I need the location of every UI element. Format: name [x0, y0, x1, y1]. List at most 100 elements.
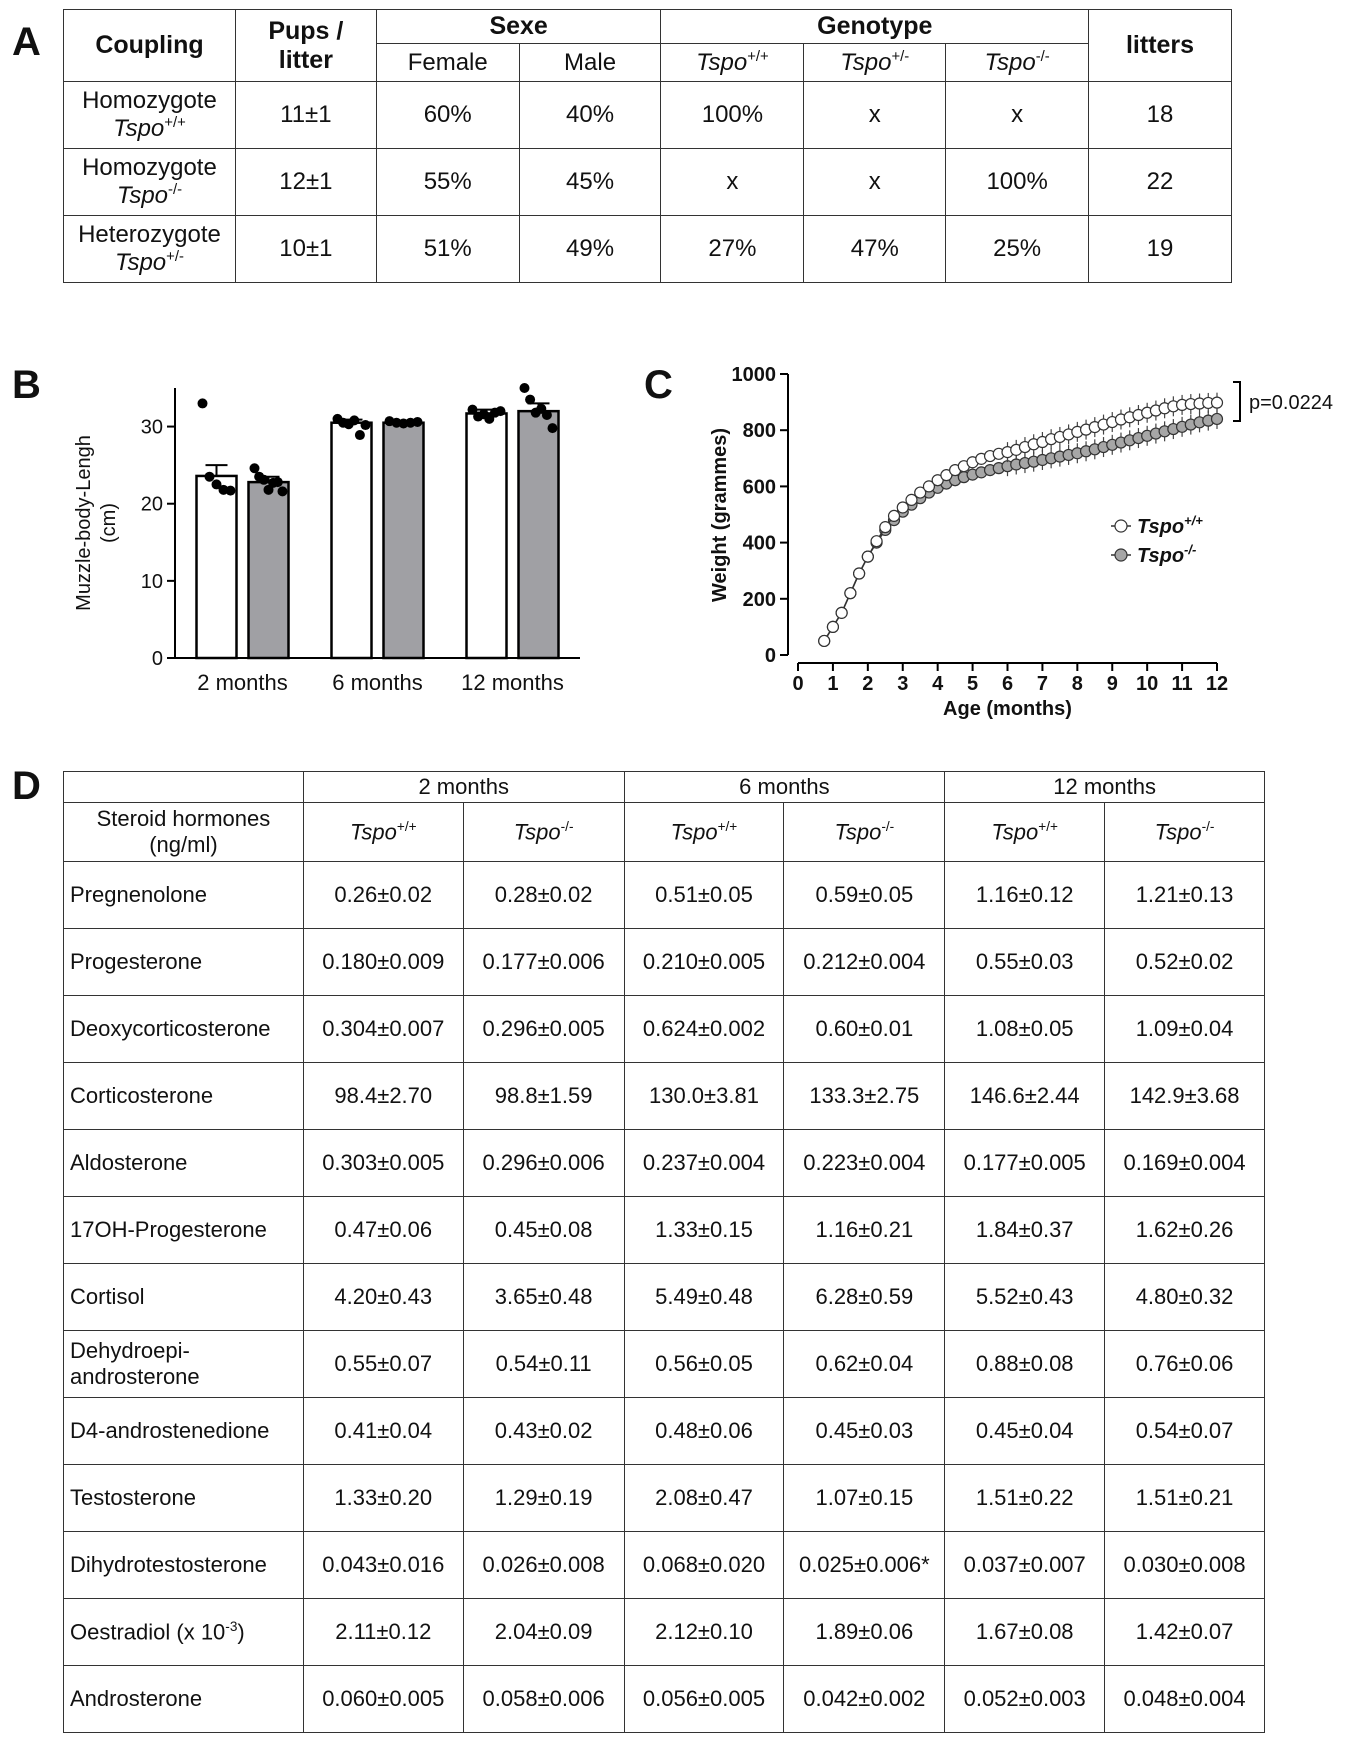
genotype-ko-header: Tspo-/-: [945, 43, 1090, 82]
hormone-name: Progesterone: [63, 928, 304, 996]
data-point: [225, 485, 236, 496]
value-cell: 0.48±0.06: [623, 1397, 785, 1465]
table-row: Dihydrotestosterone 0.043±0.016 0.026±0.00…: [63, 1531, 1265, 1599]
legend-label: Tspo+/+: [1137, 513, 1203, 538]
value-cell: 0.624±0.002: [623, 995, 785, 1063]
table-row: Pregnenolone 0.26±0.02 0.28±0.02 0.51±0.05 0…: [63, 861, 1265, 929]
value-cell: 1.67±0.08: [944, 1598, 1106, 1666]
value-cell: 0.43±0.02: [462, 1397, 625, 1465]
x-tick-label: 9: [1107, 673, 1118, 695]
table-row: Dehydroepi-androsterone 0.55±0.07 0.54±0.1…: [63, 1330, 1265, 1398]
data-point: [1210, 396, 1224, 409]
genotype-wt-header: Tspo+/+: [660, 43, 805, 82]
value-cell: 0.058±0.006: [462, 1665, 625, 1733]
table-row: D4-androstenedione 0.41±0.04 0.43±0.02 0.48…: [63, 1397, 1265, 1465]
table-row: Androsterone 0.060±0.005 0.058±0.006 0.056±…: [63, 1665, 1265, 1733]
value-cell: 4.80±0.32: [1104, 1263, 1265, 1331]
value-cell: 98.8±1.59: [462, 1062, 625, 1130]
value-cell: 0.212±0.004: [783, 928, 946, 996]
hormone-name: Testosterone: [63, 1464, 304, 1532]
y-tick-label: 30: [141, 417, 163, 439]
value-cell: 0.45±0.03: [783, 1397, 946, 1465]
table-row: Deoxycorticosterone 0.304±0.007 0.296±0.00…: [63, 995, 1265, 1063]
value-cell: 2.11±0.12: [302, 1598, 464, 1666]
value-cell: 2.12±0.10: [623, 1598, 785, 1666]
x-tick-label: 4: [932, 673, 944, 695]
value-cell: 1.51±0.22: [944, 1464, 1106, 1532]
data-point: [844, 587, 857, 600]
y-tick-label: 0: [765, 645, 776, 667]
male-cell: 40%: [518, 81, 662, 149]
data-point: [541, 410, 552, 420]
genotype-header: Tspo+/+: [302, 802, 464, 862]
table-row: Homozygote Tspo-/- 12±1 55% 45% x x 100% 22: [63, 148, 1232, 216]
value-cell: 0.056±0.005: [623, 1665, 785, 1733]
ko-cell: x: [945, 81, 1090, 149]
hormone-name: Dihydrotestosterone: [63, 1531, 304, 1599]
hormone-name: Cortisol: [63, 1263, 304, 1331]
value-cell: 0.47±0.06: [302, 1196, 464, 1264]
data-point: [861, 550, 874, 563]
male-cell: 45%: [518, 148, 662, 216]
value-cell: 2.04±0.09: [462, 1598, 625, 1666]
value-cell: 1.84±0.37: [944, 1196, 1106, 1264]
x-tick-label: 10: [1136, 673, 1158, 695]
value-cell: 1.16±0.21: [783, 1196, 946, 1264]
value-cell: 0.026±0.008: [462, 1531, 625, 1599]
value-cell: 0.177±0.005: [944, 1129, 1106, 1197]
female-cell: 55%: [375, 148, 520, 216]
table-row: Corticosterone 98.4±2.70 98.8±1.59 130.0±3.…: [63, 1062, 1265, 1130]
table-row: Cortisol 4.20±0.43 3.65±0.48 5.49±0.48 6.28±…: [63, 1263, 1265, 1331]
x-tick-label: 12: [1206, 673, 1228, 695]
data-point: [354, 430, 365, 441]
steroid-hormones-table: 2 months 6 months 12 months Steroid horm…: [63, 771, 1265, 1733]
table-row: Progesterone 0.180±0.009 0.177±0.006 0.210±…: [63, 928, 1265, 996]
x-tick-label: 5: [967, 673, 978, 695]
data-point: [1210, 412, 1224, 426]
value-cell: 1.07±0.15: [783, 1464, 946, 1532]
data-point: [211, 479, 222, 490]
data-point: [349, 415, 360, 426]
value-cell: 0.26±0.02: [302, 861, 464, 929]
pups-cell: 10±1: [234, 215, 377, 283]
value-cell: 0.237±0.004: [623, 1129, 785, 1197]
wt-cell: x: [660, 148, 805, 216]
table-row: Oestradiol (x 10-3) 2.11±0.12 2.04±0.09 2.1…: [63, 1598, 1265, 1666]
value-cell: 0.043±0.016: [302, 1531, 464, 1599]
value-cell: 1.09±0.04: [1104, 995, 1265, 1063]
row-header-title: Steroid hormones (ng/ml): [63, 802, 304, 862]
x-tick-label: 11: [1172, 673, 1193, 695]
hormone-name: Deoxycorticosterone: [63, 995, 304, 1063]
y-tick-label: 800: [743, 420, 776, 442]
hormone-name: 17OH-Progesterone: [63, 1196, 304, 1264]
value-cell: 0.180±0.009: [302, 928, 464, 996]
y-axis-unit: (cm): [98, 503, 120, 543]
coupling-cell: Homozygote Tspo+/+: [63, 81, 236, 149]
y-tick-label: 600: [743, 476, 776, 498]
group-header: 2 months: [302, 771, 625, 803]
bar: [517, 409, 560, 660]
value-cell: 0.54±0.11: [462, 1330, 625, 1398]
value-cell: 0.55±0.03: [944, 928, 1106, 996]
x-tick-label: 2: [862, 673, 873, 695]
value-cell: 0.210±0.005: [623, 928, 785, 996]
data-point: [547, 423, 558, 434]
legend-marker: [1114, 519, 1128, 533]
genotype-header: Genotype: [660, 9, 1090, 44]
data-point: [818, 634, 831, 648]
value-cell: 0.55±0.07: [302, 1330, 464, 1398]
value-cell: 1.16±0.12: [944, 861, 1106, 929]
value-cell: 0.068±0.020: [623, 1531, 785, 1599]
table-row: Homozygote Tspo+/+ 11±1 60% 40% 100% x x 18: [63, 81, 1232, 149]
value-cell: 0.296±0.005: [462, 995, 625, 1063]
y-tick-label: 1000: [732, 364, 777, 386]
value-cell: 4.20±0.43: [302, 1263, 464, 1331]
data-point: [495, 406, 506, 417]
value-cell: 0.52±0.02: [1104, 928, 1265, 996]
genotype-header: Tspo-/-: [1104, 802, 1265, 862]
value-cell: 1.42±0.07: [1104, 1598, 1265, 1666]
data-point: [835, 606, 848, 619]
hormone-name: D4-androstenedione: [63, 1397, 304, 1465]
value-cell: 0.45±0.04: [944, 1397, 1106, 1465]
value-cell: 0.223±0.004: [783, 1129, 946, 1197]
